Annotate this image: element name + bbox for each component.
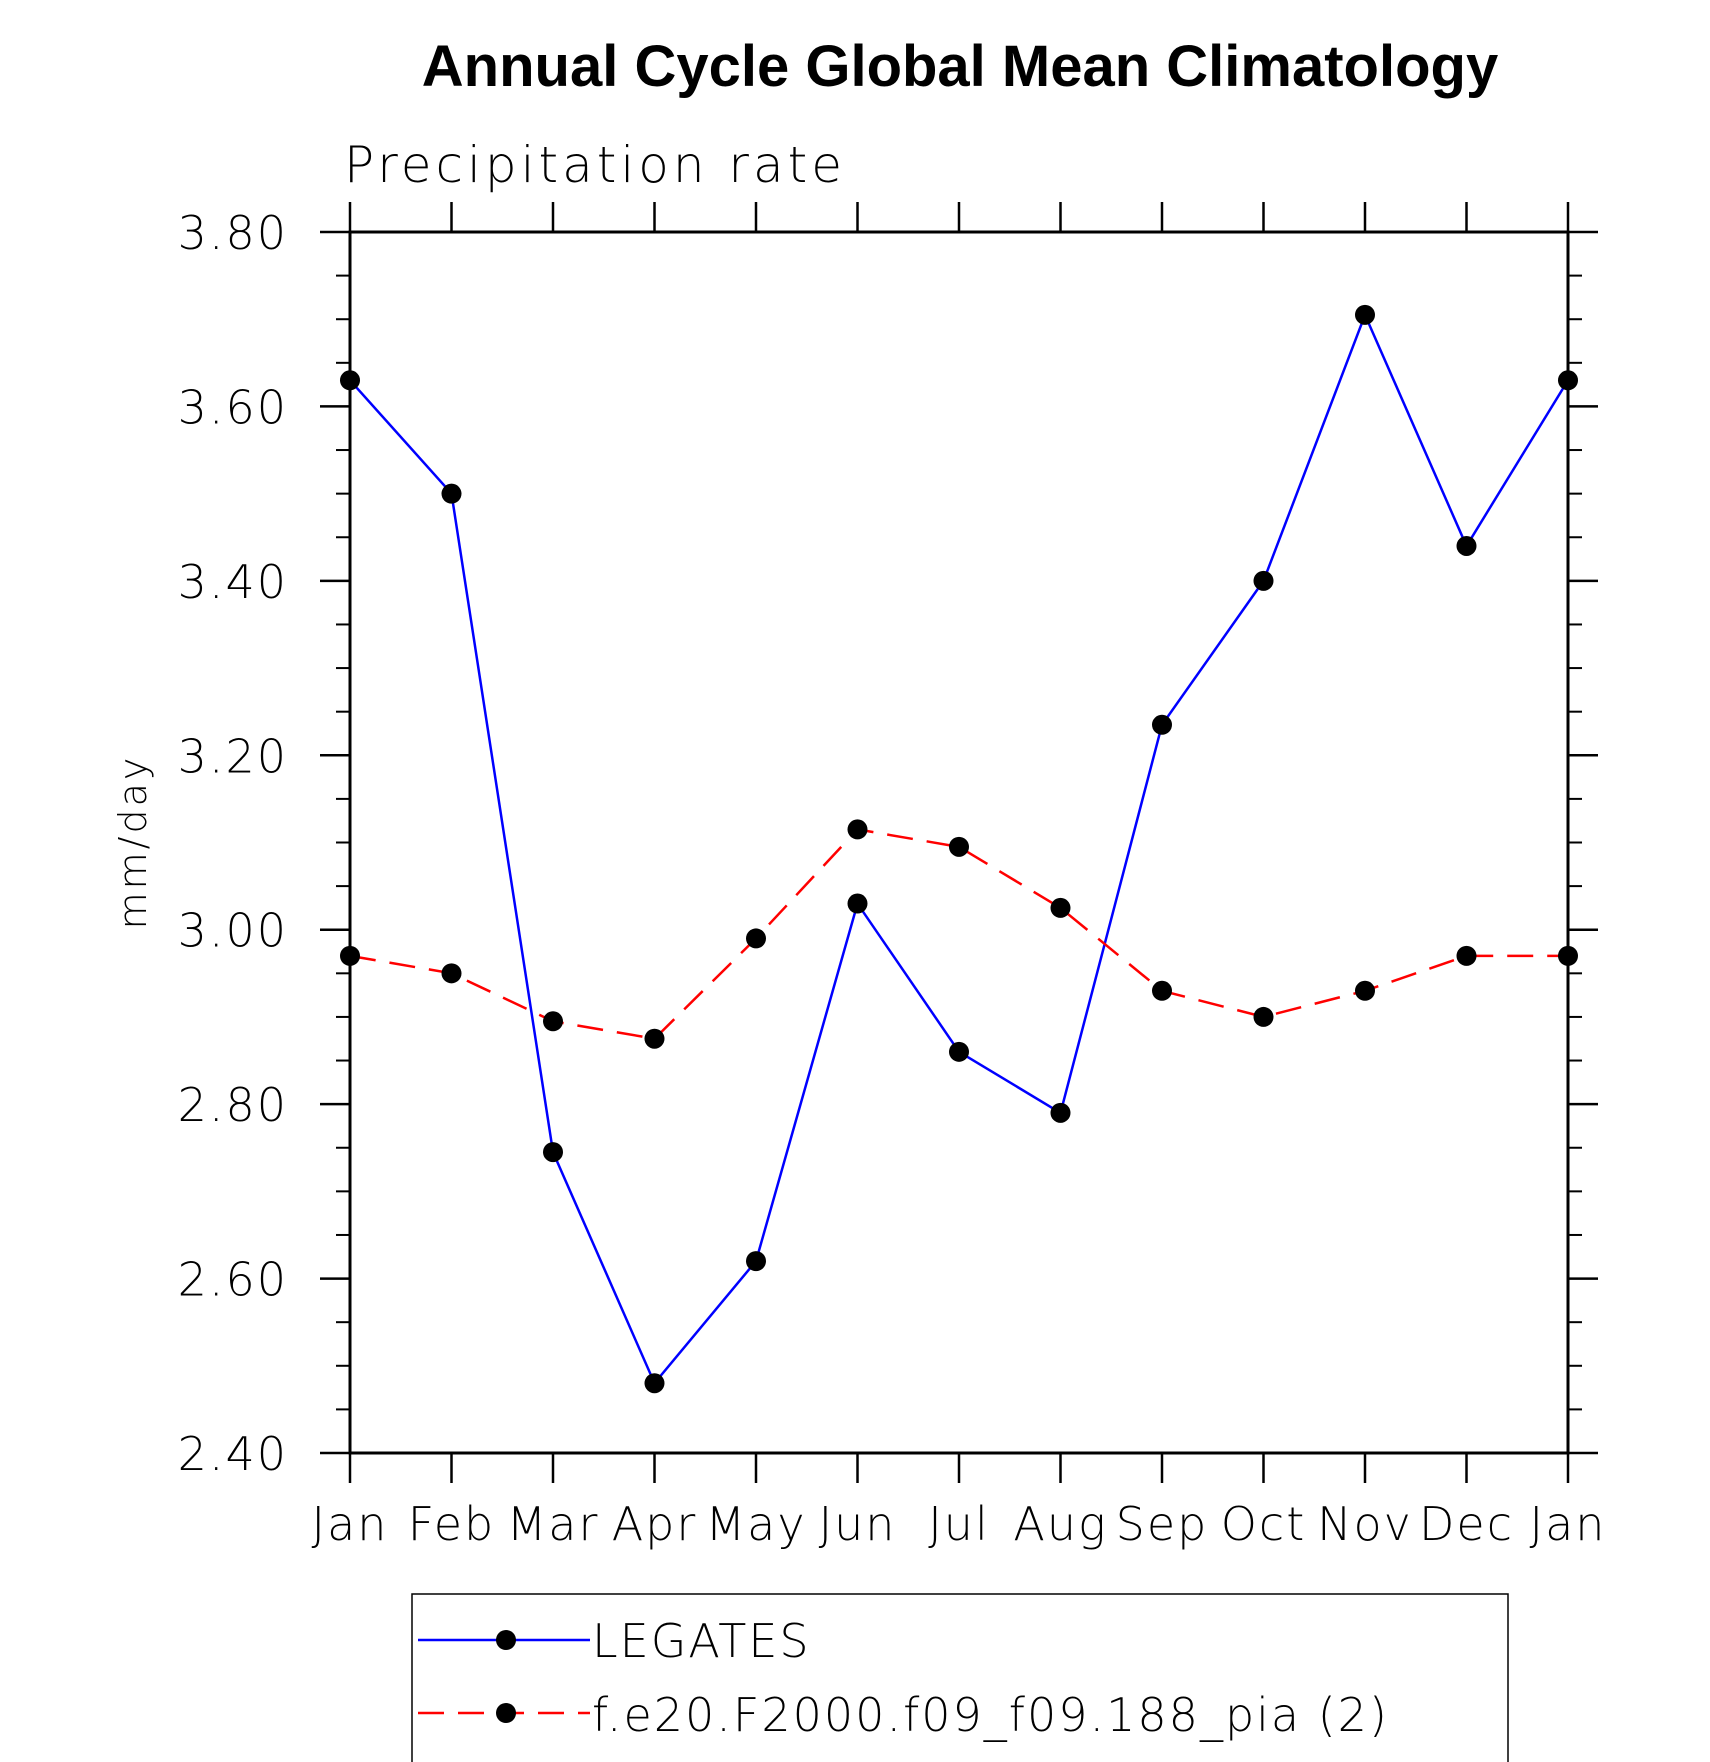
y-tick-label: 2.40 — [178, 1427, 288, 1481]
chart-title: Annual Cycle Global Mean Climatology — [422, 34, 1498, 99]
y-tick-label: 2.60 — [178, 1253, 288, 1307]
x-tick-label: Oct — [1221, 1497, 1307, 1551]
legend-label-model: f.e20.F2000.f09_f09.188_pia (2) — [592, 1688, 1389, 1742]
data-point-series-1 — [746, 928, 766, 949]
data-point-series-1 — [340, 945, 360, 966]
x-tick-label: Nov — [1317, 1497, 1413, 1551]
y-tick-label: 3.00 — [178, 904, 288, 958]
legend-item-legates: LEGATES — [418, 1614, 811, 1668]
data-point-series-0 — [644, 1373, 665, 1394]
y-axis-label: mm/day — [111, 755, 155, 930]
data-point-series-0 — [746, 1251, 766, 1272]
x-tick-label: Jan — [312, 1497, 389, 1551]
data-point-series-1 — [1253, 1006, 1274, 1027]
x-tick-label: Feb — [408, 1497, 495, 1551]
data-point-series-1 — [949, 836, 969, 857]
x-tick-label: Aug — [1013, 1497, 1107, 1551]
data-point-series-1 — [1050, 897, 1071, 918]
data-point-series-1 — [1355, 980, 1375, 1001]
y-tick-label: 3.20 — [178, 729, 288, 783]
legend-item-model: f.e20.F2000.f09_f09.188_pia (2) — [418, 1688, 1389, 1742]
x-tick-label: Jan — [1530, 1497, 1607, 1551]
x-tick-label: Dec — [1419, 1497, 1514, 1551]
y-tick-label: 3.80 — [178, 206, 288, 260]
data-point-series-0 — [1355, 304, 1375, 325]
legend-marker-legates — [496, 1630, 516, 1650]
x-tick-label: Jul — [928, 1497, 990, 1551]
data-point-series-1 — [1558, 945, 1578, 966]
data-point-series-0 — [1253, 570, 1274, 591]
plot-area — [340, 304, 1578, 1394]
data-point-series-1 — [644, 1028, 665, 1049]
y-tick-label: 3.60 — [178, 380, 288, 434]
data-point-series-0 — [543, 1142, 563, 1163]
x-tick-label: May — [705, 1497, 806, 1551]
data-point-series-0 — [340, 370, 360, 391]
x-tick-label: Sep — [1116, 1497, 1209, 1551]
legend-marker-model — [496, 1703, 516, 1723]
x-tick-label: Apr — [612, 1497, 698, 1551]
legend-label-legates: LEGATES — [592, 1614, 811, 1668]
y-tick-label: 2.80 — [178, 1078, 288, 1132]
data-point-series-0 — [847, 893, 868, 914]
legend: LEGATES f.e20.F2000.f09_f09.188_pia (2) — [411, 1593, 1509, 1762]
chart-subtitle: Precipitation rate — [344, 136, 846, 194]
data-point-series-0 — [949, 1041, 969, 1062]
data-point-series-0 — [1152, 714, 1172, 735]
series-line-1 — [349, 828, 1568, 1041]
data-point-series-0 — [441, 483, 462, 504]
data-point-series-0 — [1050, 1102, 1071, 1123]
data-point-series-1 — [1456, 945, 1477, 966]
data-point-series-1 — [543, 1011, 563, 1032]
data-point-series-1 — [847, 819, 868, 840]
data-point-series-0 — [1456, 535, 1477, 556]
data-point-series-0 — [1558, 370, 1578, 391]
data-point-series-1 — [1152, 980, 1172, 1001]
y-tick-label: 3.40 — [178, 555, 288, 609]
data-point-series-1 — [441, 963, 462, 984]
x-tick-label: Mar — [507, 1497, 600, 1551]
x-tick-label: Jun — [819, 1497, 897, 1551]
legend-box — [411, 1593, 1509, 1762]
